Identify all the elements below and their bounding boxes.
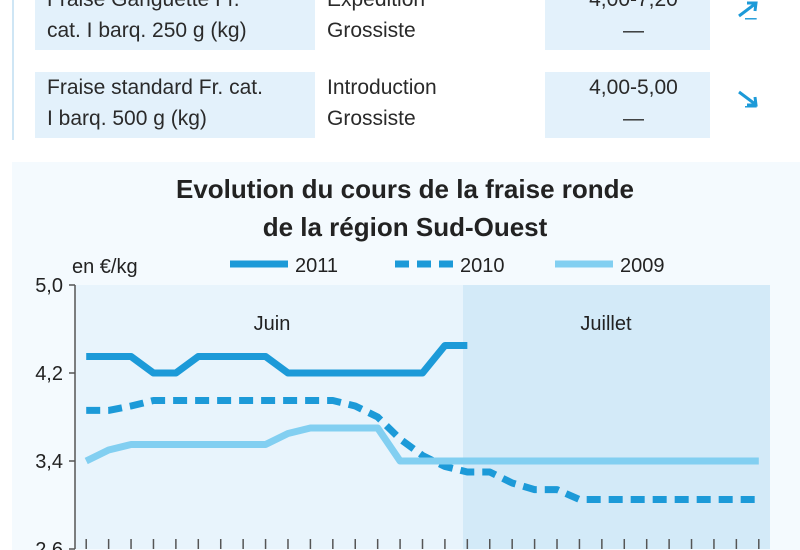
table-cell: Fraise standard Fr. cat. I barq. 500 g (k… xyxy=(35,72,315,138)
trend-arrow xyxy=(738,90,758,107)
cell-line: Grossiste xyxy=(327,107,416,130)
series-line xyxy=(86,342,468,377)
cell-line: cat. I barq. 250 g (kg) xyxy=(47,19,247,42)
trend-arrow xyxy=(738,1,758,18)
cell-line: Expédition xyxy=(327,0,545,15)
period-juin xyxy=(75,285,463,549)
cell-line: I barq. 500 g (kg) xyxy=(47,107,207,130)
cell-line: Fraise standard Fr. cat. xyxy=(47,76,263,99)
chart: Evolution du cours de la fraise ronde de … xyxy=(12,162,800,550)
chart-title: de la région Sud-Ouest xyxy=(263,212,548,242)
cell-line: — xyxy=(623,107,644,130)
legend-label: 2010 xyxy=(460,255,505,277)
y-tick-label: 4,2 xyxy=(35,363,63,385)
period-juillet xyxy=(463,285,770,549)
table-cell: Introduction Grossiste xyxy=(315,72,545,138)
legend-label: 2011 xyxy=(295,255,338,277)
table-cell: 4,00-7,20 — xyxy=(545,0,710,50)
cell-line: Fraise Gariguette Fr. xyxy=(47,0,315,15)
table-cell: Fraise Gariguette Fr. cat. I barq. 250 g … xyxy=(35,0,315,50)
cell-line: – xyxy=(745,6,757,29)
y-tick-label: 2,6 xyxy=(35,539,63,550)
cell-line: Grossiste xyxy=(327,19,416,42)
cell-line: — xyxy=(623,19,644,42)
annotation: Juin xyxy=(254,313,291,335)
y-axis-label: en €/kg xyxy=(72,256,138,278)
table-cell: 4,00-5,00 — xyxy=(545,72,710,138)
legend-label: 2009 xyxy=(620,255,665,277)
series-line xyxy=(84,424,759,465)
cell-line: 4,00-7,20 xyxy=(557,0,710,15)
series-line xyxy=(86,397,759,503)
y-tick-label: 3,4 xyxy=(35,451,63,473)
table-cell: – xyxy=(710,0,790,50)
cell-line: 4,00-5,00 xyxy=(589,76,678,99)
cell-line: Introduction xyxy=(327,76,437,99)
annotation: Juillet xyxy=(580,313,632,335)
table-cell: Expédition Grossiste xyxy=(315,0,545,50)
y-tick-label: 5,0 xyxy=(35,275,63,297)
chart-title: Evolution du cours de la fraise ronde xyxy=(176,174,634,204)
